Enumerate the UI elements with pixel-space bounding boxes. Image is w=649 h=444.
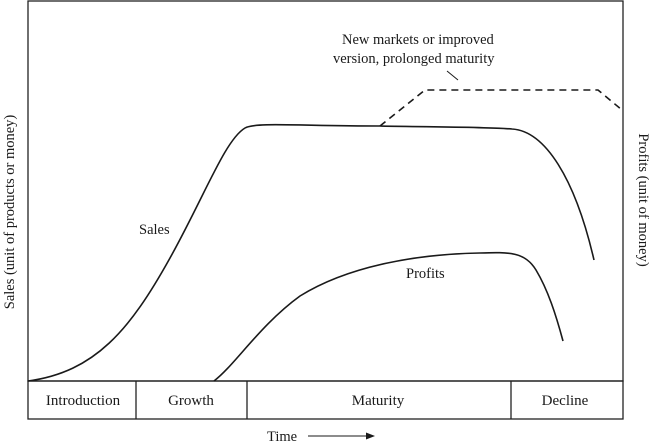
stage-band (27, 380, 624, 420)
profits-label: Profits (406, 266, 445, 282)
sales-curve (27, 123, 595, 382)
profits-curve (213, 251, 564, 382)
stage-maturity: Maturity (352, 393, 405, 409)
extension-label-line1: New markets or improved (342, 32, 495, 48)
plot-frame (27, 0, 624, 382)
extension-label-line2: version, prolonged maturity (333, 51, 495, 67)
extension-curve (379, 89, 623, 127)
stage-decline: Decline (542, 393, 589, 409)
stage-growth: Growth (168, 393, 214, 409)
sales-label: Sales (139, 222, 170, 238)
x-axis-label: Time (267, 429, 297, 444)
x-axis-arrow-head (366, 432, 375, 440)
stage-introduction: Introduction (46, 393, 121, 409)
y-axis-left-label: Sales (unit of products or money) (2, 115, 18, 310)
annotation-leader-line (446, 70, 459, 81)
y-axis-right-label: Profits (unit of money) (635, 133, 649, 266)
